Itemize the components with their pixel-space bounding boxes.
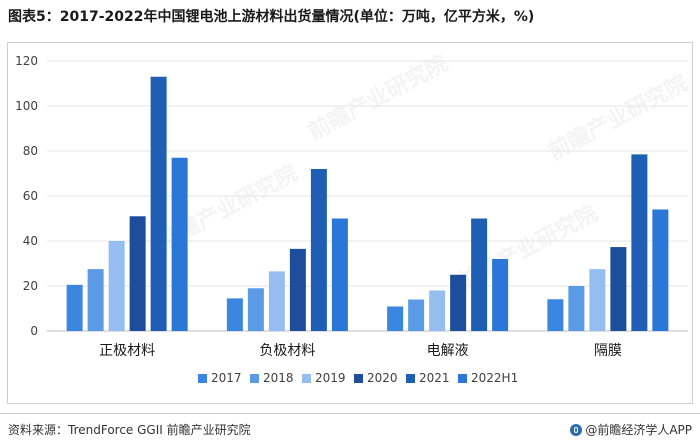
legend-swatch bbox=[198, 374, 207, 383]
chart-frame bbox=[7, 42, 693, 404]
bar-2018-1 bbox=[247, 288, 264, 331]
y-tick-label: 0 bbox=[30, 324, 38, 338]
bar-2017-2 bbox=[387, 306, 404, 331]
y-tick-label: 100 bbox=[15, 99, 38, 113]
legend-label: 2017 bbox=[211, 371, 242, 385]
bar-2019-2 bbox=[429, 290, 446, 331]
legend-swatch bbox=[458, 374, 467, 383]
bar-2021-0 bbox=[150, 76, 167, 331]
bar-2018-0 bbox=[87, 269, 104, 331]
bar-2022h1-2 bbox=[492, 259, 509, 331]
x-category-label: 负极材料 bbox=[259, 343, 315, 359]
chart-title: 图表5：2017-2022年中国锂电池上游材料出货量情况(单位：万吨，亿平方米，… bbox=[8, 9, 535, 25]
bar-2022h1-0 bbox=[171, 157, 188, 331]
legend-label: 2019 bbox=[315, 371, 346, 385]
bar-2019-3 bbox=[589, 269, 606, 331]
y-tick-label: 40 bbox=[23, 234, 38, 248]
legend-swatch bbox=[354, 374, 363, 383]
x-category-label: 电解液 bbox=[427, 343, 469, 359]
bar-chart: 0 20 40 60 80 100 120 正极材料 负极材料 电解液 隔膜 2017 2018 2019… bbox=[15, 54, 688, 385]
brand-label: @前瞻经济学人APP bbox=[585, 423, 692, 437]
legend-label: 2022H1 bbox=[471, 371, 518, 385]
bar-2020-1 bbox=[289, 248, 306, 331]
bar-2020-0 bbox=[129, 216, 146, 331]
bar-2020-2 bbox=[450, 274, 467, 331]
x-category-label: 隔膜 bbox=[594, 343, 622, 359]
bar-2018-2 bbox=[408, 299, 425, 331]
bar-2022h1-3 bbox=[652, 209, 669, 331]
bar-2020-3 bbox=[610, 247, 627, 331]
bar-2017-3 bbox=[547, 299, 564, 331]
y-tick-label: 60 bbox=[23, 189, 38, 203]
x-category-label: 正极材料 bbox=[99, 343, 155, 359]
bar-2019-1 bbox=[268, 271, 285, 331]
bar-2022h1-1 bbox=[331, 218, 348, 331]
bar-2021-1 bbox=[310, 169, 327, 331]
legend-label: 2020 bbox=[367, 371, 398, 385]
legend-label: 2018 bbox=[263, 371, 294, 385]
y-tick-label: 80 bbox=[23, 144, 38, 158]
y-tick-label: 120 bbox=[15, 54, 38, 68]
y-tick-label: 20 bbox=[23, 279, 38, 293]
bar-2017-1 bbox=[226, 298, 243, 331]
bar-2018-3 bbox=[568, 286, 585, 331]
footer-divider bbox=[0, 413, 700, 414]
brand-logo-icon bbox=[570, 423, 583, 436]
brand-credit: @前瞻经济学人APP bbox=[570, 421, 692, 438]
legend-swatch bbox=[302, 374, 311, 383]
bar-2021-2 bbox=[471, 218, 488, 331]
legend-label: 2021 bbox=[419, 371, 450, 385]
bar-2019-0 bbox=[108, 241, 125, 331]
legend-swatch bbox=[250, 374, 259, 383]
bar-2021-3 bbox=[631, 154, 648, 331]
source-note: 资料来源：TrendForce GGII 前瞻产业研究院 bbox=[8, 423, 251, 437]
legend-swatch bbox=[406, 374, 415, 383]
bar-2017-0 bbox=[66, 284, 83, 331]
